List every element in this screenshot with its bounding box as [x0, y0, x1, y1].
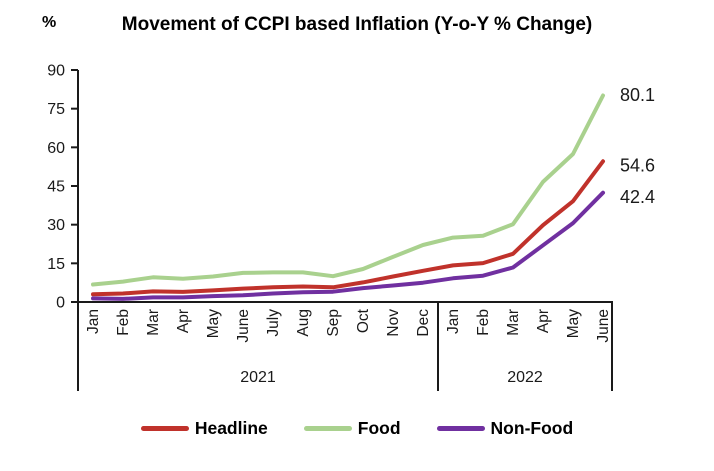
headline-line-swatch — [140, 426, 189, 431]
end-value-label-food: 80.1 — [620, 85, 655, 105]
month-label: Sep — [325, 309, 342, 337]
y-tick-label: 75 — [47, 101, 65, 118]
month-label: Jan — [85, 309, 102, 334]
series-line-headline — [91, 159, 605, 297]
end-value-label-non-food: 42.4 — [620, 187, 655, 207]
end-value-label-headline: 54.6 — [620, 155, 655, 175]
month-label: May — [205, 309, 222, 339]
legend-label-headline: Headline — [194, 418, 268, 438]
month-label: Nov — [385, 309, 402, 337]
nonfood-line-swatch — [436, 426, 485, 431]
y-tick-label: 0 — [56, 295, 65, 312]
year-label: 2021 — [240, 369, 276, 386]
chart-title: Movement of CCPI based Inflation (Y-o-Y … — [121, 14, 593, 35]
month-label: Apr — [175, 309, 192, 333]
y-tick-label: 90 — [47, 63, 65, 80]
series-line-food — [91, 93, 605, 287]
legend-label-food: Food — [357, 418, 401, 438]
month-label: Mar — [145, 309, 162, 336]
month-label: Feb — [115, 309, 132, 336]
month-label: Apr — [535, 309, 552, 333]
series-line-non-food — [91, 190, 605, 301]
y-tick-label: 60 — [47, 140, 65, 157]
month-label: June — [235, 309, 252, 343]
y-tick-label: 30 — [47, 217, 65, 234]
legend-item-food: Food — [303, 418, 401, 439]
chart-legend: Headline Food Non-Food — [0, 418, 714, 439]
year-label: 2022 — [507, 369, 543, 386]
month-label: July — [265, 309, 282, 337]
month-label: May — [565, 309, 582, 339]
month-label: June — [595, 309, 612, 343]
month-label: Aug — [295, 309, 312, 337]
legend-label-nonfood: Non-Food — [490, 418, 574, 438]
month-label: Feb — [475, 309, 492, 336]
legend-item-nonfood: Non-Food — [436, 418, 574, 439]
month-label: Jan — [445, 309, 462, 334]
legend-item-headline: Headline — [140, 418, 268, 439]
month-label: Mar — [505, 309, 522, 336]
month-label: Oct — [355, 308, 372, 333]
inflation-line-chart: 0 15 30 45 60 75 90 Jan Feb Mar Apr May June July Aug S… — [47, 63, 655, 391]
y-axis-unit-label: % — [42, 14, 57, 31]
food-line-swatch — [303, 426, 352, 431]
y-tick-label: 45 — [47, 179, 65, 196]
month-label: Dec — [415, 309, 432, 337]
y-tick-label: 15 — [47, 256, 65, 273]
